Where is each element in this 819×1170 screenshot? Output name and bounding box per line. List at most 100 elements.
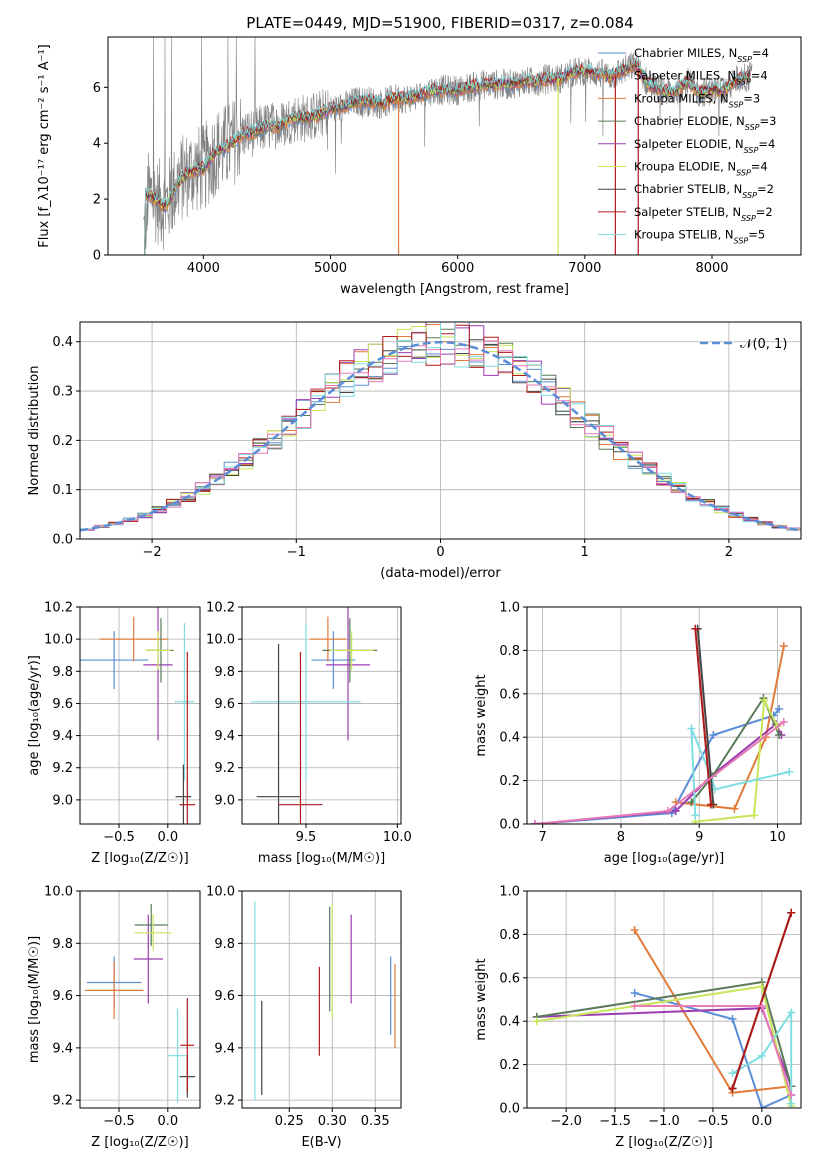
x-tick-label: 4000 [187,261,220,276]
errorbar-point [329,631,374,670]
x-tick-label: 0.0 [157,830,178,845]
weight-marker [779,718,788,727]
weight-series-1 [675,645,785,810]
x-tick-label: 10.0 [383,830,412,845]
legend-label: Kroupa MILES, NSSP=3 [634,91,760,109]
x-tick-label: 5000 [314,261,347,276]
axes-frame [79,606,201,825]
weight-marker [775,704,784,713]
x-tick-label: 7000 [568,261,601,276]
y-axis-label: Flux [f_λ10⁻¹⁷ erg cm⁻² s⁻¹ A⁻¹] [37,44,52,248]
y-tick-label: 9.6 [214,989,235,1004]
plot-area [143,37,753,255]
y-tick-label: 1.0 [499,885,520,900]
legend-label: Chabrier ELODIE, NSSP=3 [634,114,776,132]
errorbar-point [80,631,149,689]
x-tick-label: 6000 [441,261,474,276]
y-tick-label: 1.0 [499,601,520,616]
y-tick-label: 10.0 [44,885,73,900]
errorbar-point [309,616,347,662]
errorbar-point [133,914,163,1004]
y-tick-label: 9.0 [214,793,235,808]
legend-entry: Chabrier ELODIE, NSSP=3 [598,114,776,132]
y-tick-label: 10.0 [44,633,73,648]
y-tick-label: 2 [93,193,101,208]
y-tick-label: 0.0 [499,1102,520,1117]
weight-marker [630,926,639,935]
y-tick-label: 0.8 [499,644,520,659]
x-axis-label: E(B-V) [301,1135,341,1150]
weight-marker [757,982,766,991]
x-axis-label: Z [log₁₀(Z/Z☉)] [615,1135,712,1150]
weight-marker [757,1002,766,1011]
errorbar-point [84,961,144,1020]
x-axis-label: age [log₁₀(age/yr)] [604,851,725,866]
y-tick-label: 0.4 [499,731,520,746]
errorbar-point [175,764,192,824]
y-axis-label: mass weight [474,674,489,756]
y-tick-label: 10.2 [44,601,73,616]
errorbar-point [134,904,168,946]
weight-marker [630,1002,639,1011]
y-tick-label: 9.8 [52,937,73,952]
weight-marker [730,804,739,813]
weight-marker [779,642,788,651]
y-tick-label: 6 [93,81,101,96]
panel-mass-vs-metallicity: −0.5 0.0 9.2 9.4 9.6 9.8 10.0 Z [log₁₀(Z/Z☉)] ma… [27,885,201,1150]
weight-marker [728,1015,737,1024]
x-tick-label: 0 [436,545,444,560]
axes-frame [107,36,802,256]
legend-label: Salpeter ELODIE, NSSP=4 [634,137,775,155]
y-axis-label: age [log₁₀(age/yr)] [27,655,42,776]
panel-mass-vs-ebv: 0.25 0.30 0.35 9.2 9.4 9.6 9.8 10.0 E(B-V) [206,885,402,1150]
legend-entry: Chabrier STELIB, NSSP=2 [598,182,774,200]
y-tick-label: 9.8 [52,665,73,680]
legend-entry: Salpeter STELIB, NSSP=2 [598,205,773,222]
y-tick-label: 0.2 [52,434,73,449]
legend-entry: Kroupa STELIB, NSSP=5 [598,228,765,246]
legend-label: Kroupa STELIB, NSSP=5 [634,228,765,246]
weight-marker [760,696,769,705]
legend-label: Salpeter MILES, NSSP=4 [634,69,768,87]
y-tick-label: 9.2 [52,761,73,776]
panel-massweight-vs-metallicity: −2.0 −1.5 −1.0 −0.5 0.0 0.0 0.2 0.4 0.6 0.8 1.0 Z [… [474,885,802,1150]
x-tick-label: 2 [725,545,733,560]
y-tick-label: 0.6 [499,971,520,986]
x-tick-label: −2.0 [550,1114,582,1129]
plot-area [84,904,196,1103]
errorbar-point [251,623,361,781]
y-tick-label: 0.1 [52,483,73,498]
y-tick-label: 0.6 [499,687,520,702]
axes-frame [79,890,201,1109]
errorbar-point [311,631,356,689]
weight-marker [757,1104,766,1108]
y-axis-label: Normed distribution [27,366,42,496]
panel-massweight-vs-age: 7 8 9 10 0.0 0.2 0.4 0.6 0.8 1.0 age [log₁₀(age/yr… [474,601,802,866]
x-tick-label: 10 [769,830,786,845]
x-tick-label: 0.0 [157,1114,178,1129]
x-axis-label: wavelength [Angstrom, rest frame] [340,282,569,297]
x-tick-label: 7 [539,830,547,845]
y-tick-label: 0.4 [499,1015,520,1030]
y-tick-label: 9.4 [214,1041,235,1056]
y-tick-label: 0.0 [499,818,520,833]
y-tick-label: 0.2 [499,774,520,789]
x-tick-label: −0.5 [103,830,135,845]
legend-entry: Kroupa ELODIE, NSSP=4 [598,160,768,177]
weight-marker [663,806,672,815]
y-tick-label: 9.6 [52,697,73,712]
legend: Chabrier MILES, NSSP=4 Salpeter MILES, NS… [598,46,776,245]
weight-marker [750,811,759,820]
plot-area [530,624,794,824]
weight-marker [775,731,784,740]
errorbar-point [179,652,196,824]
panel-age-vs-metallicity: −0.5 0.0 9.0 9.2 9.4 9.6 9.8 10.0 10.2 Z [log₁₀(Z… [27,601,201,866]
plot-area [532,908,796,1108]
x-tick-label: 9.5 [296,830,317,845]
x-tick-label: 8000 [695,261,728,276]
weight-marker [671,806,680,815]
plot-area [80,607,196,824]
y-tick-label: 9.8 [214,937,235,952]
y-tick-label: 10.2 [206,601,235,616]
